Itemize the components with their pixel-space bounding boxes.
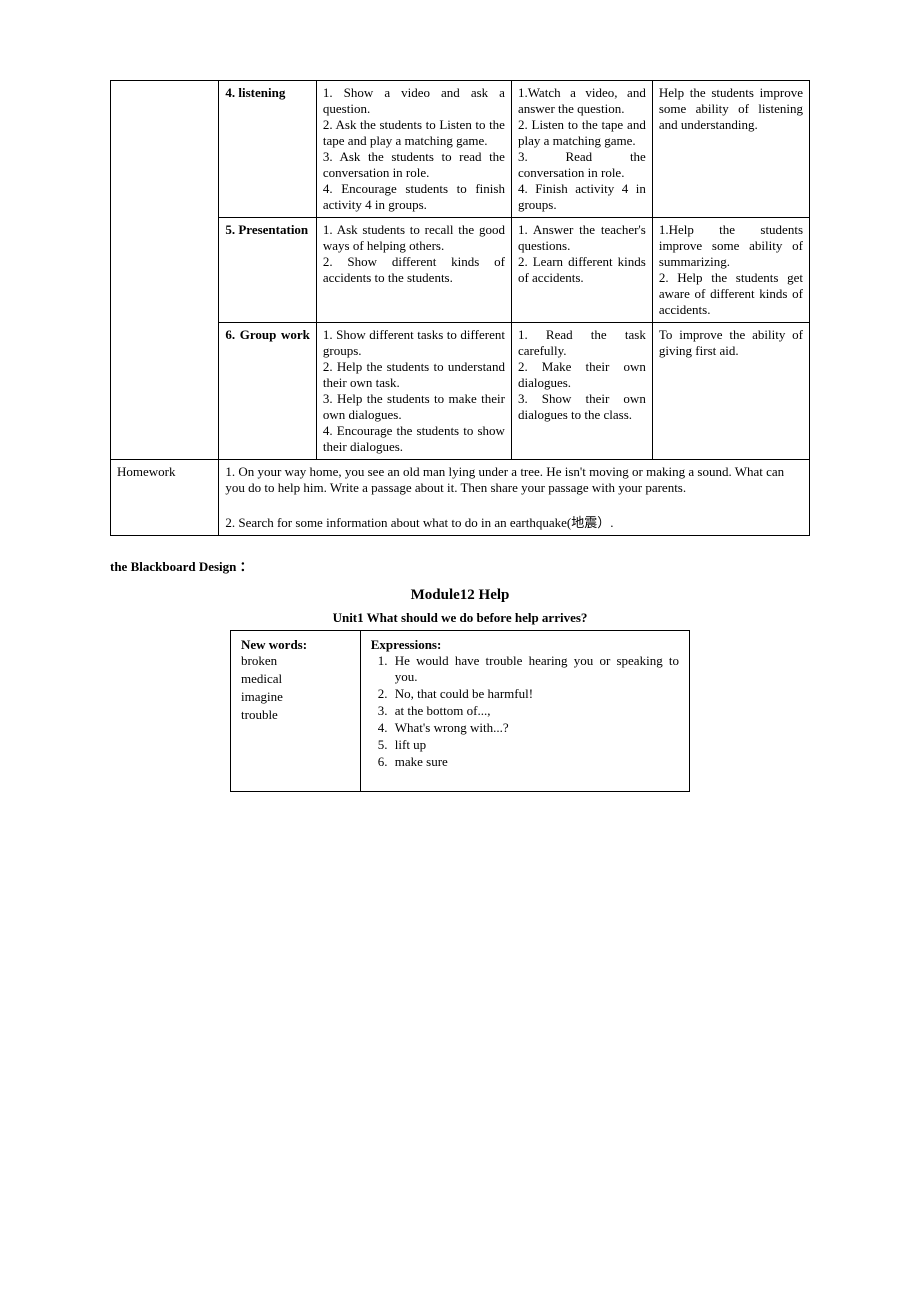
word-item: medical — [241, 671, 350, 687]
cell-step-listening: 4. listening — [219, 81, 317, 218]
new-words-label: New words: — [241, 637, 350, 653]
cell-student-groupwork: 1. Read the task carefully. 2. Make thei… — [511, 323, 652, 460]
expression-item: No, that could be harmful! — [391, 686, 679, 702]
expressions-label: Expressions: — [371, 637, 679, 653]
cell-homework-label: Homework — [111, 460, 219, 536]
board-row: New words: broken medical imagine troubl… — [231, 631, 690, 792]
lesson-plan-table: 4. listening 1. Show a video and ask a q… — [110, 80, 810, 536]
word-item: broken — [241, 653, 350, 669]
table-row-homework: Homework 1. On your way home, you see an… — [111, 460, 810, 536]
expression-item: lift up — [391, 737, 679, 753]
expressions-list: He would have trouble hearing you or spe… — [371, 653, 679, 770]
expression-item: He would have trouble hearing you or spe… — [391, 653, 679, 685]
module-title: Module12 Help — [110, 587, 810, 604]
board-words-cell: New words: broken medical imagine troubl… — [231, 631, 361, 792]
cell-purpose-groupwork: To improve the ability of giving first a… — [652, 323, 809, 460]
expression-item: What's wrong with...? — [391, 720, 679, 736]
cell-student-listening: 1.Watch a video, and answer the question… — [511, 81, 652, 218]
cell-homework-text: 1. On your way home, you see an old man … — [219, 460, 810, 536]
cell-student-presentation: 1. Answer the teacher's questions. 2. Le… — [511, 218, 652, 323]
cell-teacher-listening: 1. Show a video and ask a question. 2. A… — [316, 81, 511, 218]
cell-teacher-groupwork: 1. Show different tasks to different gro… — [316, 323, 511, 460]
spacer — [371, 771, 679, 785]
word-item: imagine — [241, 689, 350, 705]
expression-item: make sure — [391, 754, 679, 770]
board-expressions-cell: Expressions: He would have trouble heari… — [360, 631, 689, 792]
word-item: trouble — [241, 707, 350, 723]
blackboard-heading: the Blackboard Design ： — [110, 556, 810, 575]
cell-purpose-presentation: 1.Help the students improve some ability… — [652, 218, 809, 323]
cell-empty — [111, 81, 219, 460]
expression-item: at the bottom of..., — [391, 703, 679, 719]
cell-step-presentation: 5. Presentation — [219, 218, 317, 323]
cell-purpose-listening: Help the students improve some ability o… — [652, 81, 809, 218]
unit-title: Unit1 What should we do before help arri… — [110, 610, 810, 626]
table-row: 4. listening 1. Show a video and ask a q… — [111, 81, 810, 218]
words-list: broken medical imagine trouble — [241, 653, 350, 723]
blackboard-table: New words: broken medical imagine troubl… — [230, 630, 690, 792]
cell-teacher-presentation: 1. Ask students to recall the good ways … — [316, 218, 511, 323]
cell-step-groupwork: 6. Group work — [219, 323, 317, 460]
